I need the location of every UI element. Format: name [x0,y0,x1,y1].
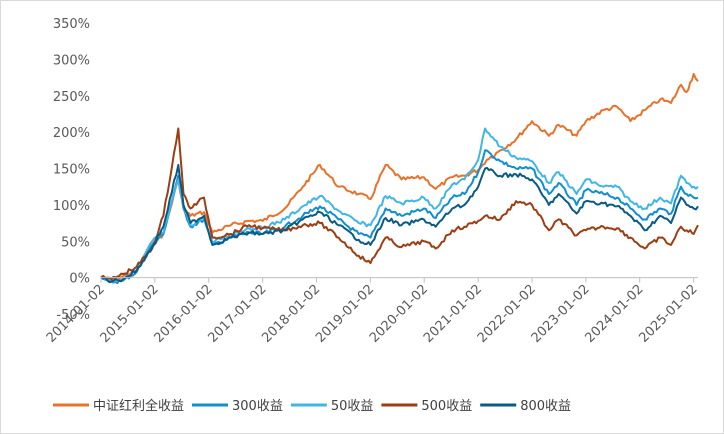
legend-label: 50收益 [331,399,374,414]
series-line-3 [100,127,699,283]
y-tick-label: 300% [53,53,90,68]
y-axis-ticks: -50% 0% 50% 100% 150% 200% 250% 300% 350% [53,17,90,323]
series-line-5 [100,163,699,284]
legend-label: 300收益 [232,399,283,414]
y-tick-label: 100% [53,199,90,214]
legend-label: 500收益 [421,399,472,414]
y-tick-label: 200% [53,126,90,141]
x-axis: 2014-01-022015-01-022016-01-022017-01-02… [44,277,701,346]
y-tick-label: 0% [69,272,90,287]
y-tick-label: 150% [53,163,90,178]
legend: 中证红利全收益 300收益 50收益 500收益 800收益 [53,398,571,414]
legend-label: 800收益 [520,399,571,414]
series-line-1 [100,72,699,281]
x-tick-label: 2025-01-02 [637,282,701,346]
y-tick-label: 250% [53,90,90,105]
y-tick-label: 50% [61,235,90,250]
series-lines [100,72,699,285]
series-line-4 [100,127,699,281]
y-tick-label: -50% [56,308,90,323]
y-tick-label: 350% [53,17,90,32]
legend-label: 中证红利全收益 [93,398,184,414]
